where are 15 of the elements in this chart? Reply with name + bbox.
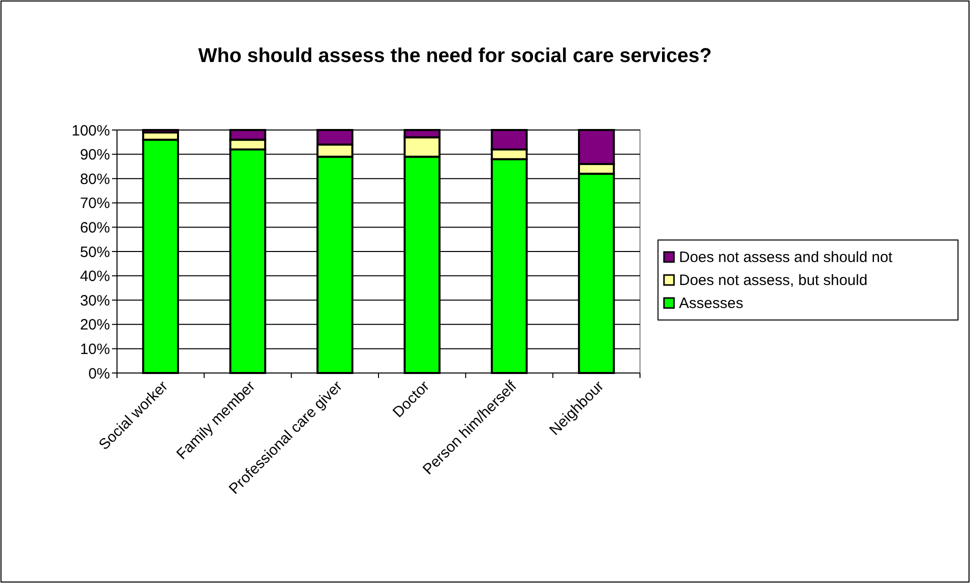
y-tick-label: 0% bbox=[88, 365, 110, 382]
legend-label: Does not assess and should not bbox=[679, 249, 894, 266]
y-tick-label: 10% bbox=[80, 340, 110, 358]
y-tick-label: 70% bbox=[80, 195, 110, 212]
legend-label: Does not assess, but should bbox=[679, 272, 868, 289]
y-tick-label: 90% bbox=[80, 146, 110, 164]
y-tick-label: 30% bbox=[80, 292, 110, 310]
y-tick-label: 40% bbox=[80, 268, 110, 286]
y-tick-label: 50% bbox=[80, 244, 110, 261]
y-tick-label: 60% bbox=[80, 219, 110, 236]
y-tick-label: 100% bbox=[72, 122, 110, 140]
y-tick-label: 20% bbox=[80, 316, 110, 334]
y-tick-label: 80% bbox=[80, 170, 110, 188]
chart-title: Who should assess the need for social care services? bbox=[198, 45, 712, 67]
legend-label: Assesses bbox=[679, 295, 744, 312]
